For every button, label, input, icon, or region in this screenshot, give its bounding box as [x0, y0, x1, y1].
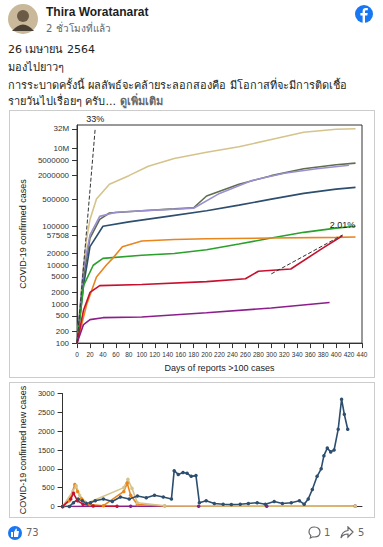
svg-text:2000: 2000: [38, 427, 55, 436]
svg-text:280: 280: [253, 351, 264, 358]
html-text:มองไปยาวๆ: มองไปยาวๆ: [8, 61, 64, 74]
svg-text:80: 80: [125, 351, 133, 358]
svg-text:500000: 500000: [42, 195, 69, 204]
svg-text:0: 0: [50, 502, 54, 511]
svg-text:1500: 1500: [38, 446, 55, 455]
svg-text:32M: 32M: [53, 124, 69, 133]
svg-text:60: 60: [112, 351, 120, 358]
svg-text:100: 100: [56, 339, 70, 348]
svg-text:2500: 2500: [38, 408, 55, 417]
svg-text:320: 320: [279, 351, 290, 358]
svg-text:33%: 33%: [86, 114, 104, 124]
svg-text:160: 160: [175, 351, 186, 358]
svg-text:400: 400: [331, 351, 342, 358]
svg-text:1000: 1000: [38, 464, 55, 473]
svg-text:1000: 1000: [51, 300, 69, 309]
svg-text:10M: 10M: [53, 144, 69, 153]
svg-text:5000000: 5000000: [38, 156, 70, 165]
svg-text:140: 140: [162, 351, 173, 358]
html-text:5: 5: [358, 527, 365, 538]
html-text:2 ชั่วโมงที่แล้ว: 2 ชั่วโมงที่แล้ว: [46, 23, 111, 34]
svg-text:2.01%: 2.01%: [330, 220, 356, 230]
svg-text:260: 260: [240, 351, 251, 358]
svg-text:240: 240: [227, 351, 238, 358]
svg-text:0: 0: [75, 351, 79, 358]
svg-text:100: 100: [136, 351, 147, 358]
svg-text:200: 200: [56, 327, 70, 336]
html-text:Thira Woratanarat: Thira Woratanarat: [46, 5, 149, 19]
svg-text:3000: 3000: [38, 389, 55, 398]
svg-text:COVID-19 confirmed cases: COVID-19 confirmed cases: [18, 179, 28, 289]
svg-text:420: 420: [344, 351, 355, 358]
svg-text:380: 380: [318, 351, 329, 358]
html-text:73: 73: [26, 527, 39, 538]
html-text:การระบาดครั้งนี้ ผลลัพธ์จะคล้า: การระบาดครั้งนี้ ผลลัพธ์จะคล้ายระลอกสองค…: [8, 79, 347, 92]
svg-text:180: 180: [188, 351, 199, 358]
svg-text:5000: 5000: [51, 272, 69, 281]
svg-text:440: 440: [357, 351, 368, 358]
svg-text:340: 340: [292, 351, 303, 358]
svg-text:20000: 20000: [47, 249, 70, 258]
svg-text:20: 20: [86, 351, 94, 358]
svg-text:300: 300: [266, 351, 277, 358]
svg-text:2000: 2000: [51, 288, 69, 297]
html-text:26 เมษายน 2564: 26 เมษายน 2564: [8, 43, 95, 56]
svg-text:40: 40: [99, 351, 107, 358]
html-text:รายวันไปเรื่อยๆ ครับ... ดูเพิ่: รายวันไปเรื่อยๆ ครับ... ดูเพิ่มเติม: [8, 95, 163, 108]
svg-text:120: 120: [149, 351, 160, 358]
svg-text:200: 200: [201, 351, 212, 358]
svg-text:500: 500: [42, 483, 55, 492]
svg-text:10000: 10000: [47, 261, 70, 270]
svg-text:2000000: 2000000: [38, 171, 70, 180]
svg-text:360: 360: [305, 351, 316, 358]
svg-text:57508: 57508: [47, 231, 70, 240]
svg-text:500: 500: [56, 311, 70, 320]
html-text:1: 1: [324, 527, 331, 538]
svg-text:Days of reports >100 cases: Days of reports >100 cases: [165, 363, 275, 373]
svg-text:COVID-19 confirmed new cases: COVID-19 confirmed new cases: [18, 385, 28, 514]
svg-text:220: 220: [214, 351, 225, 358]
svg-text:100000: 100000: [42, 222, 69, 231]
